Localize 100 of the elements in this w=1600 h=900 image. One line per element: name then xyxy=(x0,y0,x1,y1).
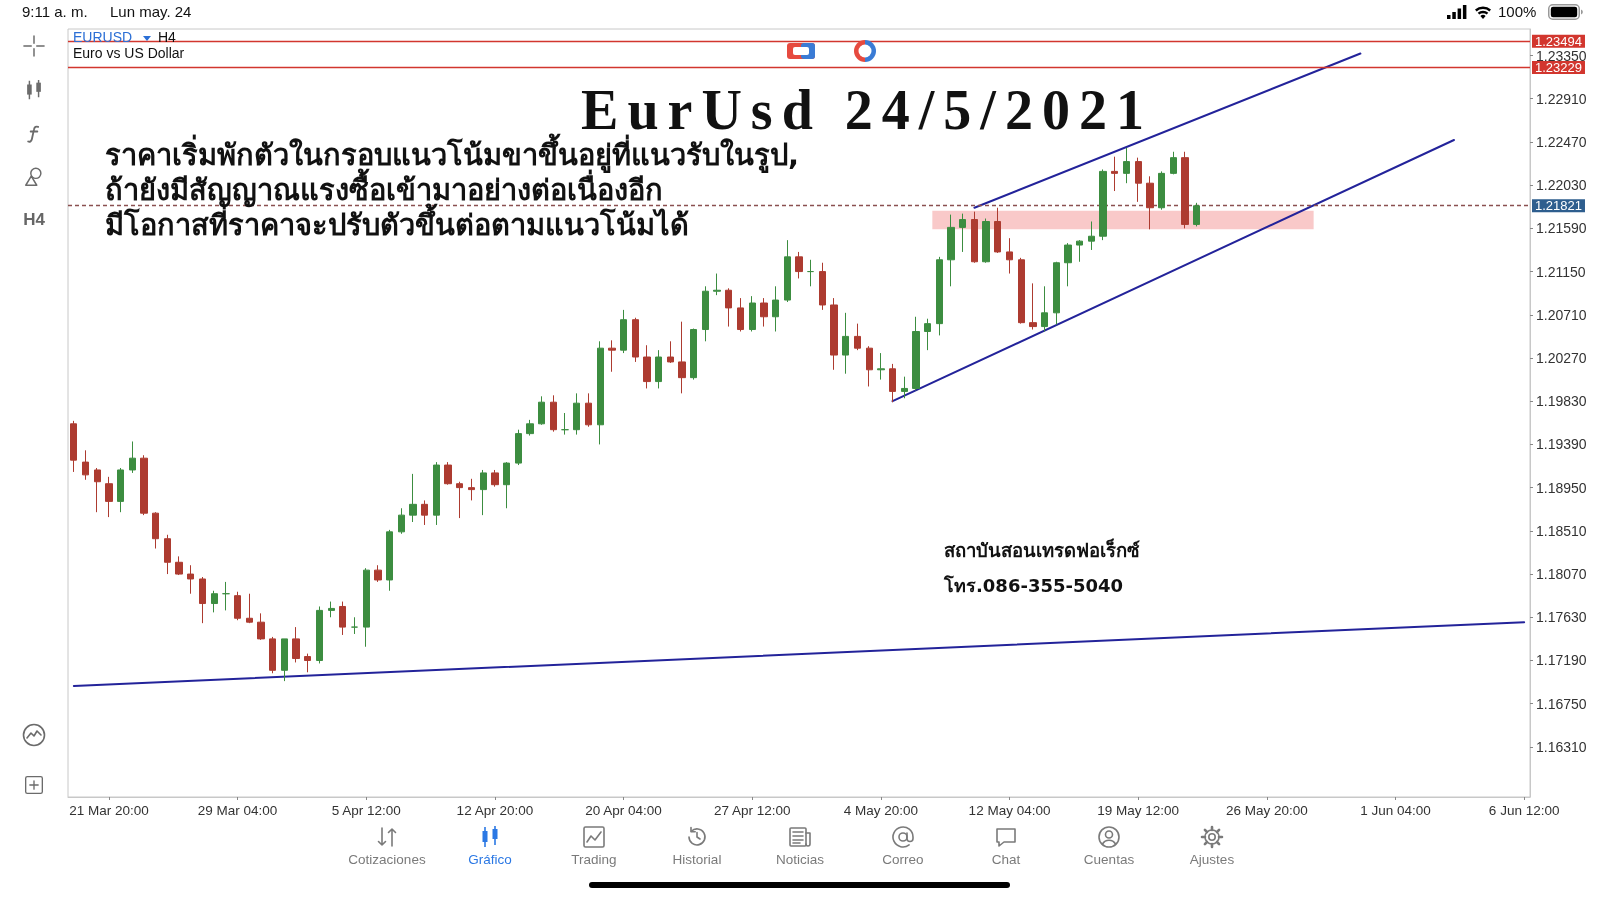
text: Noticias xyxy=(775,852,825,868)
candlestick xyxy=(117,467,124,513)
text: Cotizaciones xyxy=(348,852,426,868)
candlestick xyxy=(1064,242,1072,287)
y-tick-label: 1.20710 xyxy=(1536,306,1587,323)
candlestick xyxy=(222,581,230,611)
text: Ajustes xyxy=(1189,852,1235,868)
candlestick xyxy=(772,285,779,332)
candlestick xyxy=(421,499,428,526)
text: Historial xyxy=(672,852,722,868)
candlestick xyxy=(889,363,896,403)
candlestick xyxy=(526,419,534,437)
candlestick xyxy=(760,297,768,328)
y-tick-label: 1.18950 xyxy=(1536,479,1587,496)
candlestick xyxy=(655,349,662,389)
candlestick xyxy=(690,328,697,381)
candlestick xyxy=(409,473,417,523)
candlestick xyxy=(94,467,101,513)
candlestick xyxy=(561,412,569,436)
candlestick xyxy=(1146,175,1154,230)
candlestick xyxy=(328,601,335,618)
candlestick xyxy=(819,262,826,311)
candlestick xyxy=(971,211,978,264)
y-tick-label: 1.22030 xyxy=(1536,177,1587,194)
y-tick-label: 1.20270 xyxy=(1536,350,1587,366)
y-tick-label: 1.18510 xyxy=(1536,522,1587,539)
y-tick-label: 1.22910 xyxy=(1536,90,1587,107)
candlestick xyxy=(140,454,148,516)
candlestick xyxy=(795,251,803,279)
candlestick xyxy=(947,214,955,287)
candlestick xyxy=(830,297,838,371)
text: H4 xyxy=(23,210,45,230)
y-tick-label: 1.19830 xyxy=(1536,393,1587,410)
candlestick xyxy=(433,461,440,526)
candlestick xyxy=(702,285,709,342)
candlestick xyxy=(398,507,405,535)
candlestick xyxy=(643,344,651,389)
candlestick xyxy=(164,534,171,575)
candlestick xyxy=(901,376,908,399)
candlestick xyxy=(924,318,931,351)
candlestick xyxy=(1018,257,1025,325)
candlestick xyxy=(538,395,545,426)
y-tick-label: 1.16310 xyxy=(1536,738,1587,755)
candlestick xyxy=(281,638,288,682)
candlestick xyxy=(1088,220,1095,251)
y-tick-label: 1.22470 xyxy=(1536,133,1587,150)
candlestick xyxy=(363,567,370,648)
candlestick xyxy=(1099,168,1107,241)
candlestick xyxy=(749,295,756,332)
annotation: H4 xyxy=(158,28,176,46)
candlestick xyxy=(129,440,136,474)
candlestick xyxy=(678,321,686,394)
candlestick xyxy=(573,392,580,436)
candlestick xyxy=(912,316,920,391)
candlestick xyxy=(386,529,393,592)
candlestick xyxy=(667,340,674,364)
annotation: สถาบันสอนเทรดฟอเร็กซ์ xyxy=(944,540,1140,562)
text: Lun may. 24 xyxy=(110,3,192,21)
candlestick xyxy=(597,340,604,445)
candlestick xyxy=(936,256,943,336)
y-tick-label: 1.17630 xyxy=(1536,609,1587,626)
x-tick-label: 26 May 20:00 xyxy=(1225,802,1308,818)
ref-line-label: 1.23494 xyxy=(1535,33,1582,49)
candlestick xyxy=(257,612,265,641)
candlestick xyxy=(807,259,814,287)
candlestick xyxy=(444,461,452,486)
text: Gráfico xyxy=(468,852,512,868)
x-tick-label: 6 Jun 12:00 xyxy=(1488,802,1560,818)
x-tick-label: 4 May 20:00 xyxy=(843,802,919,818)
candlestick xyxy=(82,449,89,481)
candlestick xyxy=(269,636,276,674)
candlestick xyxy=(468,478,475,501)
text: 100% xyxy=(1498,3,1537,21)
x-tick-label: 29 Mar 04:00 xyxy=(197,802,278,818)
y-tick-label: 1.19390 xyxy=(1536,436,1587,453)
candlestick xyxy=(737,297,744,332)
candlestick xyxy=(866,345,873,387)
candlestick xyxy=(374,564,382,583)
text: Cuentas xyxy=(1083,852,1135,868)
annotation: โทร.086-355-5040 xyxy=(944,574,1124,597)
candlestick xyxy=(187,564,194,595)
candlestick xyxy=(1181,151,1189,229)
candlestick xyxy=(1006,237,1013,275)
text: 9:11 a. m. xyxy=(22,3,88,21)
candlestick xyxy=(842,312,849,375)
x-tick-label: 20 Apr 04:00 xyxy=(585,802,662,818)
candlestick xyxy=(503,461,510,509)
candlestick xyxy=(550,394,557,433)
candlestick xyxy=(491,469,499,488)
candlestick xyxy=(152,511,159,550)
candlestick xyxy=(877,352,885,381)
candlestick xyxy=(784,239,791,303)
candlestick xyxy=(725,287,732,328)
candlestick xyxy=(234,591,241,621)
candlestick xyxy=(1193,202,1200,227)
candlestick xyxy=(70,420,77,473)
y-tick-label: 1.16750 xyxy=(1536,695,1587,712)
candlestick xyxy=(1135,157,1142,203)
ref-line-label: 1.21821 xyxy=(1535,198,1582,214)
candlestick xyxy=(304,653,311,673)
